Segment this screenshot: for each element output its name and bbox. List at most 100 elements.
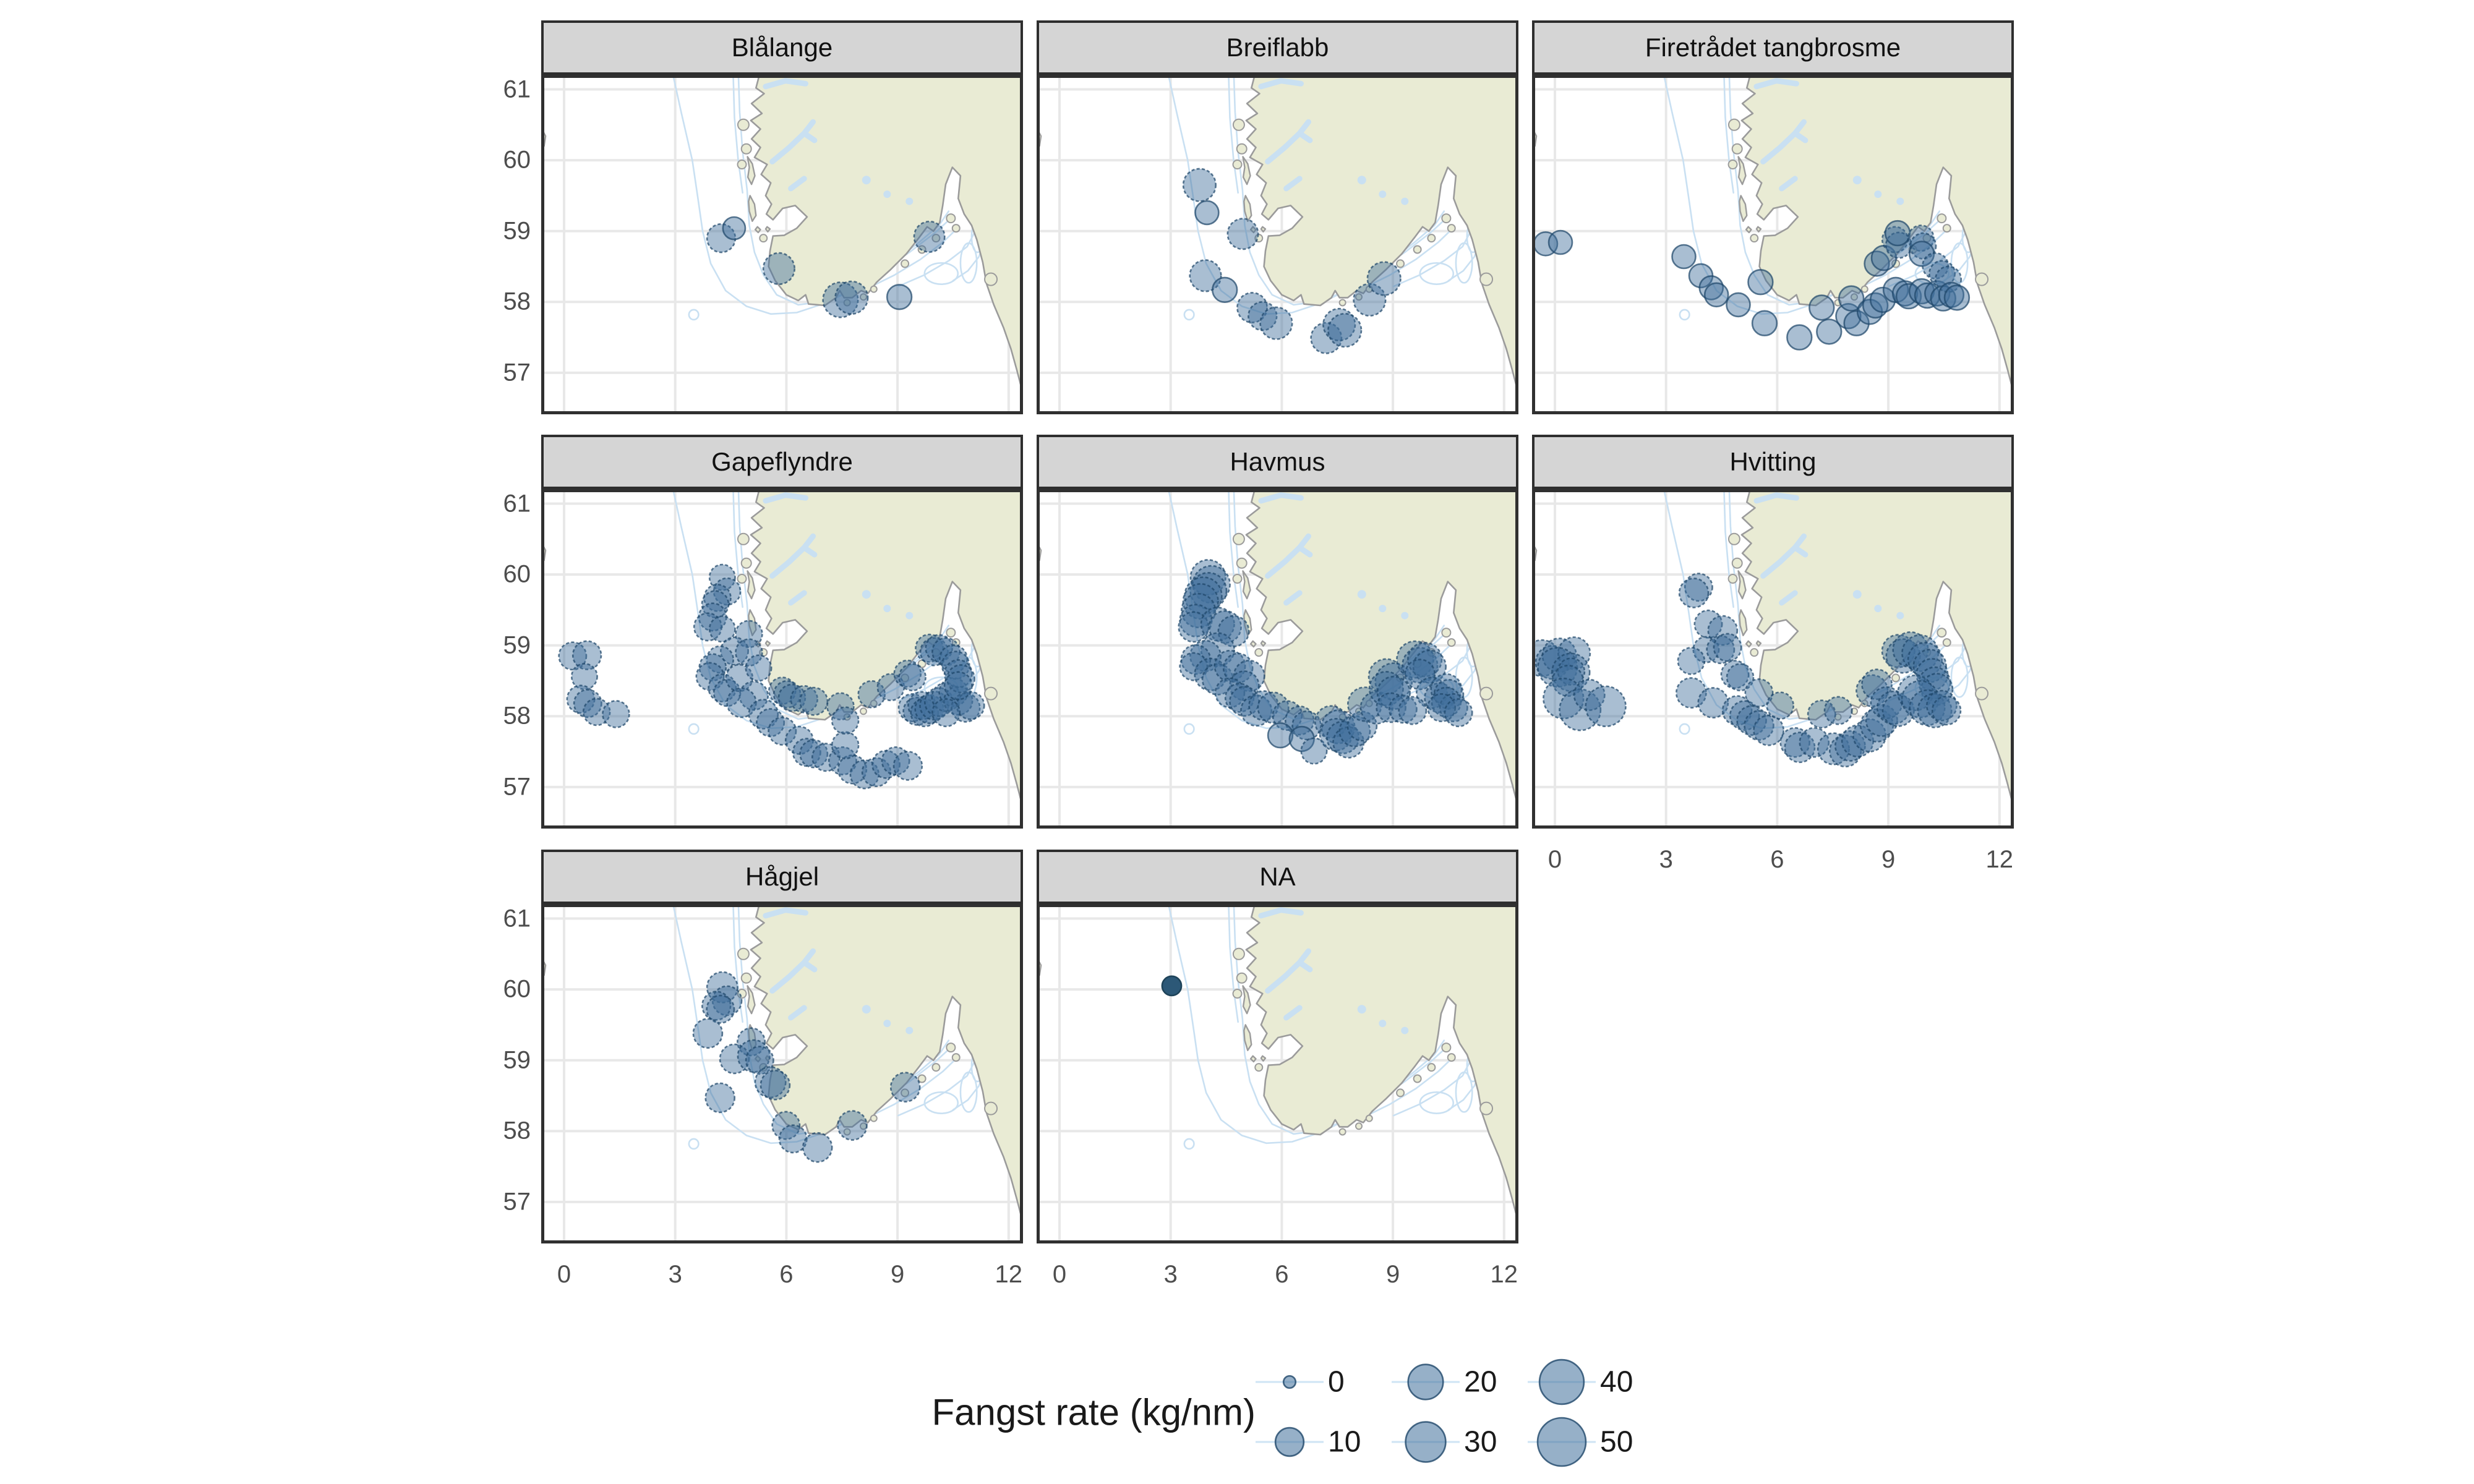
data-point — [1226, 218, 1259, 250]
data-point — [1388, 694, 1418, 724]
data-point — [834, 280, 869, 315]
data-point — [1706, 635, 1736, 665]
data-point — [1943, 284, 1971, 311]
data-point — [706, 223, 737, 254]
y-axis-label: 59 — [503, 631, 531, 659]
data-point — [1678, 578, 1710, 608]
data-point — [701, 991, 732, 1021]
facet-strip-7: Hågjel — [541, 850, 1023, 904]
map-panel-6 — [1532, 489, 2014, 829]
facet-strip-4: Gapeflyndre — [541, 435, 1023, 489]
data-point — [1327, 313, 1363, 348]
data-point — [1224, 683, 1255, 713]
legend-key-label: 10 — [1328, 1425, 1361, 1459]
data-point — [1891, 280, 1919, 307]
facet-strip-8: NA — [1037, 850, 1518, 904]
data-point — [1427, 693, 1457, 722]
data-point — [1412, 649, 1447, 684]
data-point — [1808, 294, 1835, 321]
facet-title: Hågjel — [745, 862, 820, 891]
data-point — [822, 281, 859, 318]
legend-key-label: 30 — [1464, 1425, 1497, 1459]
x-axis-label: 3 — [1163, 1261, 1178, 1288]
data-point — [1838, 285, 1865, 312]
map-panel-8 — [1037, 904, 1518, 1243]
map-panel-1 — [541, 75, 1023, 414]
data-point — [1744, 678, 1774, 707]
data-point — [1713, 633, 1742, 662]
map-panel-3 — [1532, 75, 2014, 414]
data-point — [837, 754, 868, 785]
data-point — [571, 640, 602, 670]
facet-strip-3: Firetrådet tangbrosme — [1532, 20, 2014, 75]
data-point — [1751, 310, 1778, 336]
data-point — [704, 1082, 736, 1114]
land-norway-sweden — [750, 75, 1023, 388]
data-point — [1726, 663, 1755, 692]
data-point — [1444, 698, 1473, 728]
x-axis-label: 0 — [1547, 846, 1562, 873]
land-norway-sweden — [1245, 904, 1518, 1217]
data-point — [1684, 573, 1713, 602]
data-point — [713, 678, 742, 707]
data-point — [692, 1018, 724, 1049]
y-axis-label: 57 — [503, 1188, 531, 1216]
legend-key-bubble — [1274, 1426, 1305, 1457]
data-point — [573, 689, 602, 719]
x-axis-label: 6 — [1770, 846, 1784, 873]
data-point — [1192, 565, 1231, 604]
data-point — [698, 653, 727, 682]
data-point — [889, 1072, 921, 1103]
data-point — [1907, 642, 1943, 678]
data-point — [931, 682, 961, 712]
data-point — [725, 663, 754, 693]
y-axis-label: 60 — [503, 975, 531, 1003]
facet-title: Gapeflyndre — [711, 447, 853, 476]
data-point — [1823, 696, 1853, 725]
data-point — [837, 1110, 868, 1141]
data-point — [1931, 695, 1962, 726]
data-point — [893, 659, 922, 688]
data-point — [570, 663, 598, 691]
data-point — [1257, 691, 1290, 724]
y-axis-label: 59 — [503, 1046, 531, 1074]
data-point — [706, 994, 735, 1024]
data-point — [886, 284, 913, 310]
facet-title: Firetrådet tangbrosme — [1645, 33, 1901, 62]
data-point — [799, 739, 829, 769]
facet-title: Breiflabb — [1226, 33, 1329, 62]
data-point — [1431, 686, 1462, 718]
data-point — [602, 700, 630, 728]
data-point — [1744, 710, 1774, 741]
x-axis-label: 12 — [1490, 1261, 1518, 1288]
data-point — [1799, 727, 1830, 758]
data-point — [1697, 687, 1729, 719]
legend-key-label: 0 — [1328, 1365, 1345, 1399]
facet-strip-6: Hvitting — [1532, 435, 2014, 489]
land-norway-sweden — [750, 904, 1023, 1217]
data-point — [1212, 276, 1238, 303]
data-point — [706, 645, 735, 674]
data-point — [943, 659, 973, 688]
data-point — [760, 1069, 791, 1101]
legend-key-label: 20 — [1464, 1365, 1497, 1399]
data-point — [1267, 722, 1294, 749]
facet-strip-1: Blålange — [541, 20, 1023, 75]
y-axis-label: 58 — [503, 1117, 531, 1145]
y-axis-label: 58 — [503, 288, 531, 315]
data-point — [1353, 283, 1387, 317]
data-point — [1161, 975, 1183, 997]
data-point — [1543, 677, 1585, 720]
data-point — [831, 731, 860, 760]
data-point — [1747, 269, 1774, 296]
data-point — [701, 590, 730, 618]
x-axis-label: 3 — [1659, 846, 1673, 873]
y-axis-label: 58 — [503, 702, 531, 730]
data-point — [1320, 709, 1356, 744]
data-point — [778, 1124, 808, 1154]
data-point — [719, 636, 749, 666]
y-axis-label: 61 — [503, 905, 531, 932]
data-point — [695, 662, 725, 691]
data-point — [768, 716, 797, 746]
